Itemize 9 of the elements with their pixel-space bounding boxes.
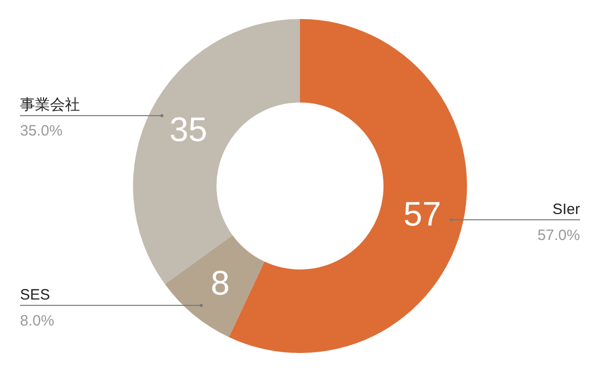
text: 8.0%: [20, 312, 54, 330]
data-label: 8: [210, 264, 230, 303]
text: 35.0%: [20, 122, 63, 140]
slice-label: SES: [20, 286, 50, 304]
data-label: 35: [169, 111, 208, 150]
text: 57.0%: [537, 226, 580, 244]
data-label: 57: [403, 195, 442, 234]
slice-label: SIer: [552, 200, 580, 218]
slice-label: 事業会社: [20, 96, 80, 114]
